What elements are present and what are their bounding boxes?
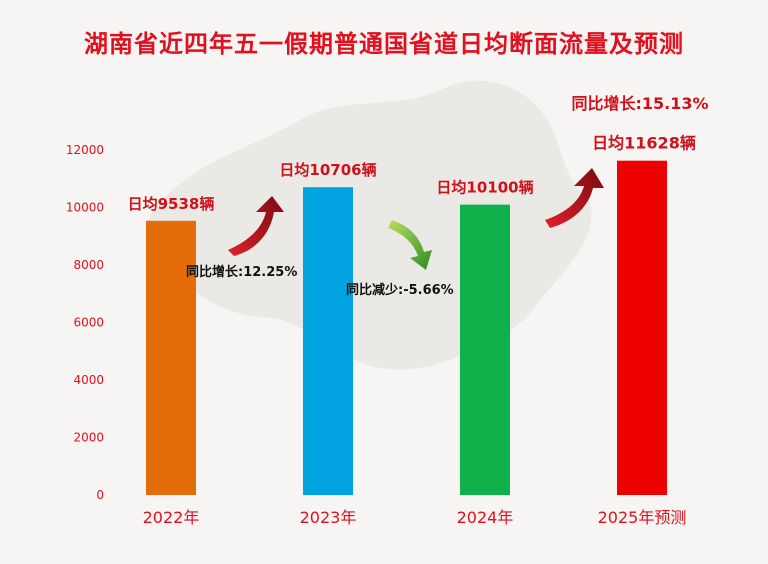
arrow-down-icon [388,220,432,270]
y-tick-label: 0 [96,488,104,502]
y-tick-label: 2000 [73,431,104,445]
bar-1 [146,220,196,495]
y-tick-label: 12000 [66,143,104,157]
y-tick-label: 10000 [66,201,104,215]
y-tick-label: 4000 [73,373,104,387]
chart-title: 湖南省近四年五一假期普通国省道日均断面流量及预测 [84,30,684,58]
bar-4 [617,160,667,495]
value-label: 日均10706辆 [279,161,376,179]
bar-2 [303,187,353,495]
bar-3 [460,204,510,495]
x-tick-label: 2023年 [300,508,357,527]
arrow-up-icon [228,196,284,256]
change-label: 同比增长:15.13% [571,94,708,113]
y-tick-label: 6000 [73,316,104,330]
change-label: 同比减少:-5.66% [346,282,454,298]
x-tick-label: 2025年预测 [598,508,687,527]
y-tick-label: 8000 [73,258,104,272]
x-tick-label: 2022年 [143,508,200,527]
value-label: 日均11628辆 [592,134,696,153]
arrow-up-icon [545,168,604,228]
value-label: 日均9538辆 [128,195,215,213]
map-silhouette [147,80,592,370]
change-label: 同比增长:12.25% [186,264,297,280]
x-tick-label: 2024年 [457,508,514,527]
value-label: 日均10100辆 [436,179,533,197]
